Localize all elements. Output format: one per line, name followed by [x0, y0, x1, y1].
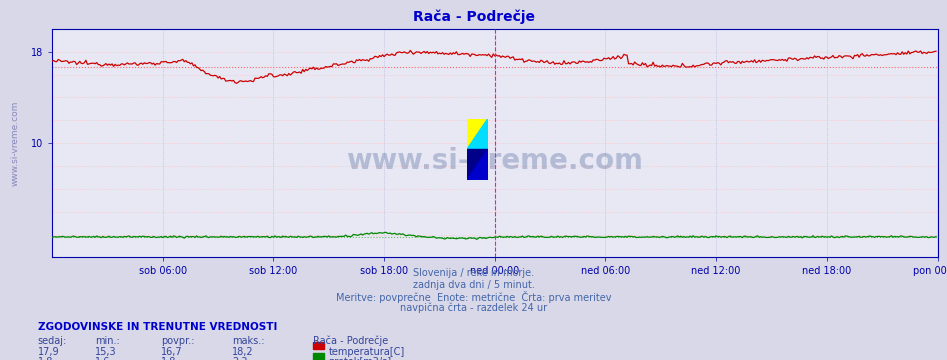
Polygon shape — [467, 119, 488, 149]
Polygon shape — [467, 149, 488, 180]
Text: 18,2: 18,2 — [232, 347, 254, 357]
Polygon shape — [467, 119, 488, 149]
Text: ZGODOVINSKE IN TRENUTNE VREDNOSTI: ZGODOVINSKE IN TRENUTNE VREDNOSTI — [38, 322, 277, 332]
Text: povpr.:: povpr.: — [161, 336, 194, 346]
Text: 1,8: 1,8 — [161, 357, 176, 360]
Text: navpična črta - razdelek 24 ur: navpična črta - razdelek 24 ur — [400, 303, 547, 313]
Text: www.si-vreme.com: www.si-vreme.com — [10, 100, 19, 186]
Text: maks.:: maks.: — [232, 336, 264, 346]
Text: 1,6: 1,6 — [95, 357, 110, 360]
Text: 1,8: 1,8 — [38, 357, 53, 360]
Text: Meritve: povprečne  Enote: metrične  Črta: prva meritev: Meritve: povprečne Enote: metrične Črta:… — [336, 291, 611, 303]
Text: 17,9: 17,9 — [38, 347, 60, 357]
Text: zadnja dva dni / 5 minut.: zadnja dva dni / 5 minut. — [413, 280, 534, 290]
Text: www.si-vreme.com: www.si-vreme.com — [347, 147, 643, 175]
Text: temperatura[C]: temperatura[C] — [329, 347, 405, 357]
Text: Rača - Podrečje: Rača - Podrečje — [413, 9, 534, 23]
Text: min.:: min.: — [95, 336, 119, 346]
Text: Slovenija / reke in morje.: Slovenija / reke in morje. — [413, 268, 534, 278]
Text: 2,3: 2,3 — [232, 357, 247, 360]
Text: pretok[m3/s]: pretok[m3/s] — [329, 357, 392, 360]
Text: 16,7: 16,7 — [161, 347, 183, 357]
Text: Rača - Podrečje: Rača - Podrečje — [313, 336, 387, 346]
Text: sedaj:: sedaj: — [38, 336, 67, 346]
Polygon shape — [467, 149, 488, 180]
Text: 15,3: 15,3 — [95, 347, 116, 357]
